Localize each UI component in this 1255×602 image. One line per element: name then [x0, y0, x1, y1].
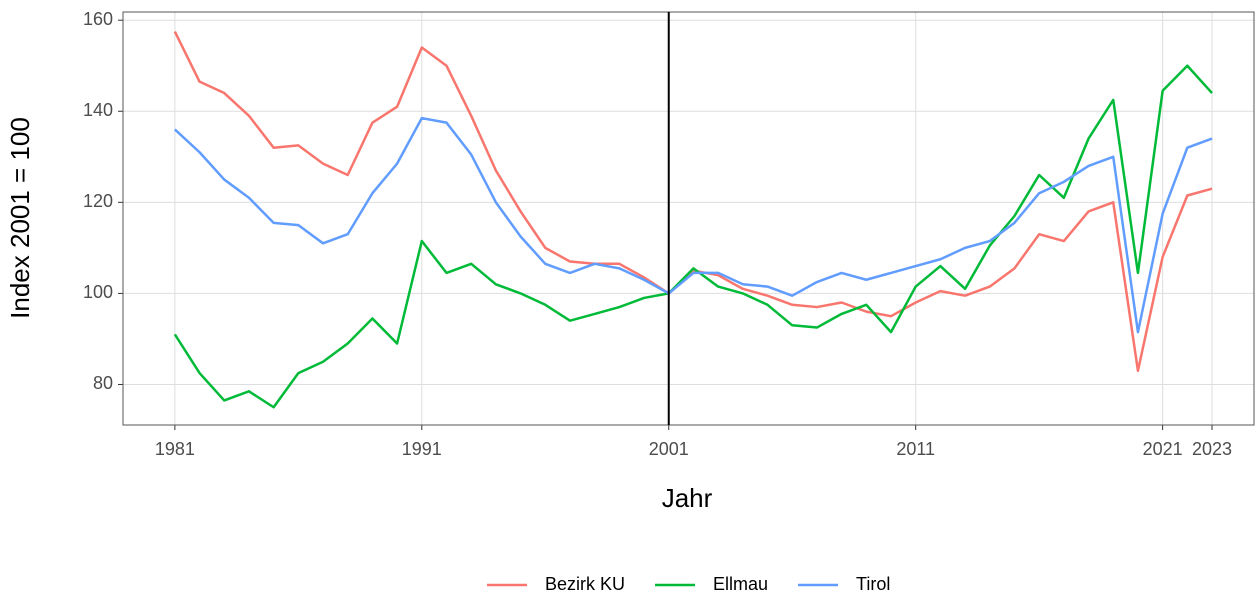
x-tick-label: 2001	[649, 439, 689, 459]
y-tick-label: 160	[83, 9, 113, 29]
y-tick-label: 100	[83, 282, 113, 302]
x-tick-label: 1991	[402, 439, 442, 459]
series-line	[173, 31, 1213, 373]
panel-border	[122, 11, 1255, 426]
x-tick-label: 2023	[1192, 439, 1232, 459]
y-tick-label: 140	[83, 100, 113, 120]
x-tick-label: 2021	[1143, 439, 1183, 459]
legend-label: Bezirk KU	[545, 574, 625, 594]
series-line	[174, 116, 1213, 334]
series-line	[173, 64, 1213, 409]
x-axis-title: Jahr	[662, 483, 713, 513]
x-tick-label: 1981	[155, 439, 195, 459]
y-tick-label: 120	[83, 191, 113, 211]
y-tick-label: 80	[93, 373, 113, 393]
y-axis-title: Index 2001 = 100	[5, 117, 35, 319]
legend-label: Tirol	[856, 574, 890, 594]
x-tick-label: 2011	[896, 439, 935, 459]
legend-label: Ellmau	[713, 574, 768, 594]
